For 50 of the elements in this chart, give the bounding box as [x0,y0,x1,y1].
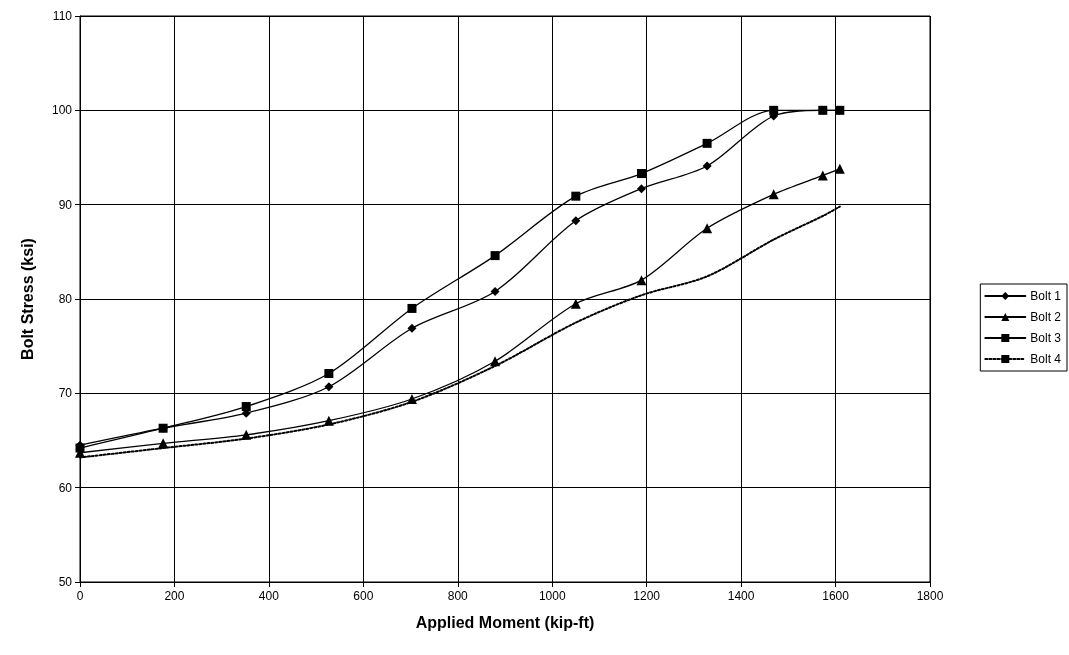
point [834,163,845,174]
point [407,303,417,313]
point [490,286,500,296]
point [571,191,581,201]
y-tick-label: 80 [58,292,73,306]
point [241,429,252,440]
legend-label: Bolt 3 [1030,331,1062,345]
x-tick-label: 1200 [633,589,661,603]
point [636,275,647,286]
x-tick-label: 1600 [822,589,850,603]
point [818,105,828,115]
y-tick-label: 90 [58,197,73,212]
point [636,169,646,179]
point [702,138,712,148]
point [702,223,713,234]
x-tick-label: 1000 [538,589,566,603]
point [407,323,417,333]
y-tick-label: 100 [51,103,73,118]
point [490,356,501,367]
point [406,393,417,404]
point [158,438,169,449]
point [769,105,779,115]
point [324,382,334,392]
legend-label: Bolt 1 [1030,289,1062,303]
point [571,216,581,226]
y-tick-label: 70 [58,386,73,401]
point [570,298,581,309]
point [324,369,334,379]
x-tick-label: 200 [164,589,185,603]
y-axis-title: Bolt Stress (ksi) [18,238,36,360]
x-tick-label: 400 [258,589,280,603]
x-tick-label: 1400 [727,589,755,603]
legend-label: Bolt 2 [1030,310,1062,324]
x-tick-label: 1800 [916,589,944,603]
x-tick-label: 800 [447,589,469,603]
x-axis-title: Applied Moment (kip-ft) [415,613,595,631]
point [835,105,845,115]
point [817,170,828,181]
point [490,251,500,261]
point [323,415,334,426]
y-tick-label: 50 [58,575,73,589]
x-tick-label: 0 [76,589,84,603]
legend-label: Bolt 4 [1030,352,1062,366]
point [636,184,646,194]
x-tick-label: 600 [353,589,374,603]
y-tick-label: 110 [52,9,73,23]
point [768,189,779,200]
point [241,402,251,412]
point [702,161,712,171]
y-tick-label: 60 [58,480,73,495]
